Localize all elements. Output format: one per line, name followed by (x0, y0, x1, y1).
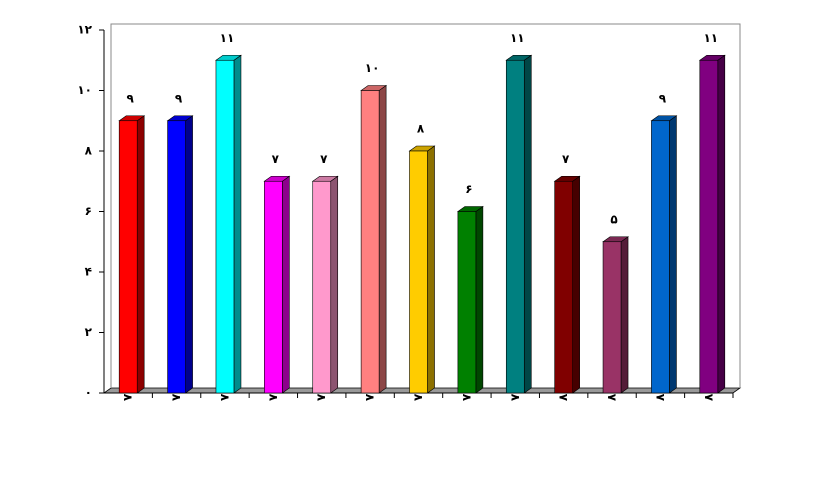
value-label: ۷ (562, 152, 570, 166)
bar (312, 180, 332, 394)
y-tick-label: ۱۰ (77, 83, 92, 97)
bar-side (282, 175, 290, 394)
y-tick-label: ۸ (85, 144, 93, 158)
bar (264, 180, 283, 394)
value-label: ۷ (320, 152, 328, 166)
y-tick-label: ۰ (85, 386, 92, 400)
bar (699, 59, 719, 394)
bar-side (330, 175, 339, 394)
bar-side (136, 115, 145, 394)
y-tick-label: ۲ (85, 325, 93, 339)
bar (457, 211, 477, 394)
value-label: ۸ (417, 122, 425, 136)
bar-side (572, 175, 580, 394)
value-label: ۵ (610, 212, 617, 226)
bar (602, 241, 622, 394)
bar (167, 120, 186, 394)
bar (409, 150, 428, 394)
bar (360, 90, 380, 394)
bar (651, 120, 670, 394)
bar-side (475, 205, 484, 394)
value-label: ۱۱ (510, 31, 525, 45)
bar-side (717, 54, 726, 394)
bar-side (185, 115, 193, 394)
bar-side (427, 145, 435, 394)
y-tick-label: ۴ (85, 265, 92, 279)
value-label: ۱۰ (365, 61, 380, 75)
bar-side (233, 54, 242, 394)
y-tick-label: ۶ (85, 204, 92, 218)
bar-side (620, 236, 629, 394)
value-label: ۷ (272, 152, 280, 166)
bar-side (669, 115, 677, 394)
value-label: ۹ (175, 91, 183, 105)
bar-side (378, 84, 387, 394)
bar (554, 180, 573, 394)
bar (118, 120, 138, 394)
value-label: ۶ (465, 182, 472, 196)
value-label: ۹ (127, 91, 135, 105)
bar-side (523, 54, 532, 394)
y-tick-label: ۱۲ (77, 23, 92, 37)
bar (505, 59, 525, 394)
bar (215, 59, 235, 394)
value-label: ۹ (659, 91, 667, 105)
back-wall (110, 23, 741, 388)
value-label: ۱۱ (220, 31, 235, 45)
value-label: ۱۱ (703, 31, 718, 45)
